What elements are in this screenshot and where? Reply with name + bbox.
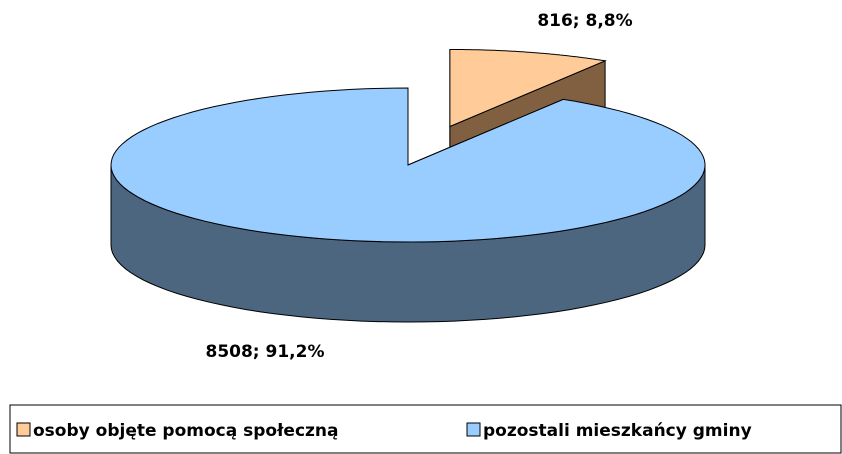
- slice-top: [449, 49, 607, 128]
- legend-swatch: [16, 422, 31, 437]
- legend-box: [9, 404, 842, 454]
- data-label: 816; 8,8%: [537, 11, 632, 31]
- data-label: 8508; 91,2%: [205, 342, 324, 362]
- slice-top: [110, 87, 706, 243]
- legend-label: pozostali mieszkańcy gminy: [483, 421, 752, 441]
- legend-swatch: [466, 422, 481, 437]
- legend-label: osoby objęte pomocą społeczną: [33, 421, 339, 441]
